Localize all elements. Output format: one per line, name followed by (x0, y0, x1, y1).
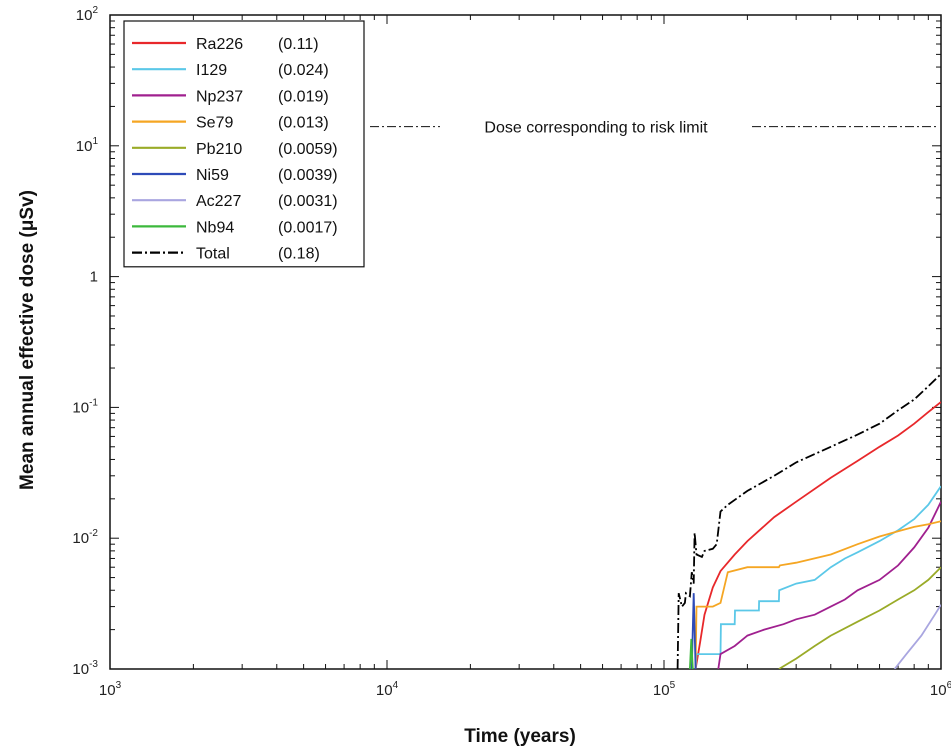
legend-series-name: Pb210 (196, 141, 242, 158)
legend-series-name: Ni59 (196, 167, 229, 184)
legend-series-name: I129 (196, 62, 227, 79)
series-line-total (676, 373, 941, 669)
legend-series-name: Ra226 (196, 36, 243, 53)
legend-series-name: Ac227 (196, 193, 241, 210)
legend-series-peak: (0.024) (278, 62, 329, 79)
legend-series-peak: (0.019) (278, 88, 329, 105)
legend-series-name: Np237 (196, 88, 243, 105)
legend-series-peak: (0.18) (278, 246, 320, 263)
series-layer (676, 373, 941, 669)
series-line-np237 (717, 501, 941, 669)
legend-series-name: Nb94 (196, 219, 234, 236)
y-tick-label: 102 (76, 5, 99, 24)
y-tick-label: 101 (76, 136, 99, 155)
y-tick-label: 10-3 (72, 659, 98, 678)
y-tick-label: 10-1 (72, 397, 98, 416)
legend-series-peak: (0.0017) (278, 219, 338, 236)
legend-series-peak: (0.0059) (278, 141, 338, 158)
x-axis-title: Time (years) (464, 726, 576, 747)
legend: Ra226 (0.11) I129 (0.024) Np237 (0.019) Se79 (0… (123, 20, 365, 268)
y-axis-title: Mean annual effective dose (μSv) (17, 190, 38, 490)
y-tick-label: 1 (90, 269, 98, 286)
x-tick-label: 104 (376, 680, 399, 699)
series-line-pb210 (778, 566, 941, 669)
series-line-i129 (694, 485, 941, 669)
legend-series-name: Total (196, 246, 230, 263)
plot-frame (109, 14, 942, 670)
series-line-nb94 (689, 638, 694, 669)
reference-line-label: Dose corresponding to risk limit (484, 120, 708, 137)
legend-series-peak: (0.013) (278, 115, 329, 132)
x-tick-label: 106 (930, 680, 951, 699)
tick-layer: 103 104 105 106 10-3 10-2 10-1 1 101 102 (72, 5, 951, 699)
series-line-se79 (694, 520, 941, 669)
x-tick-label: 103 (99, 680, 122, 699)
y-tick-label: 10-2 (72, 528, 98, 547)
legend-series-name: Se79 (196, 115, 233, 132)
x-tick-label: 105 (653, 680, 676, 699)
series-line-ra226 (694, 401, 941, 669)
legend-series-peak: (0.0039) (278, 167, 338, 184)
legend-series-peak: (0.11) (278, 36, 319, 53)
legend-series-peak: (0.0031) (278, 193, 338, 210)
series-line-ac227 (893, 604, 941, 669)
reference-line-group: Dose corresponding to risk limit (370, 120, 939, 137)
